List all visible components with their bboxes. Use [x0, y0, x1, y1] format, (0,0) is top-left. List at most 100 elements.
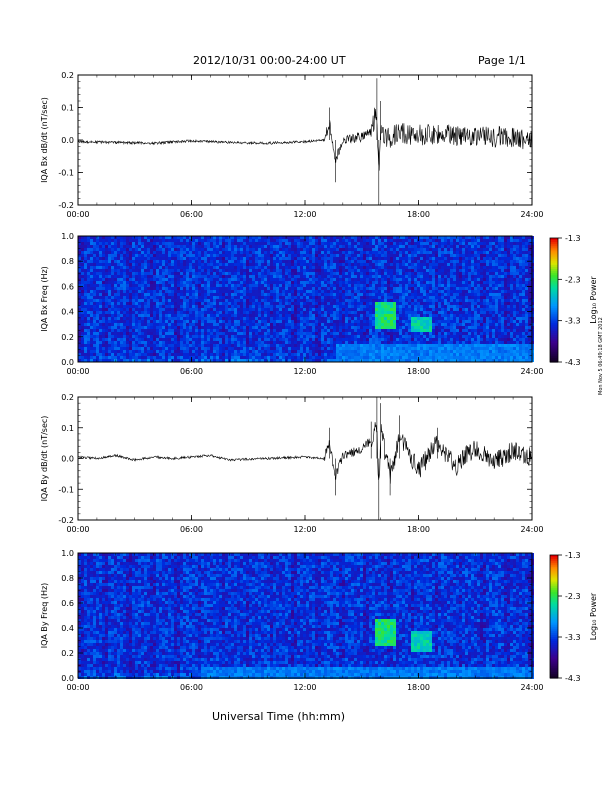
y-tick-label: 0.1: [61, 424, 74, 433]
colorbar-cell: [550, 661, 558, 665]
colorbar-by: [549, 554, 559, 679]
colorbar-cell: [550, 587, 558, 591]
colorbar-cell: [550, 591, 558, 595]
colorbar-cell: [550, 651, 558, 654]
colorbar-cell: [550, 641, 558, 644]
colorbar-cell: [550, 287, 558, 291]
colorbar-cell: [550, 279, 558, 282]
colorbar-cell: [550, 561, 558, 564]
colorbar-cell: [550, 567, 558, 570]
colorbar-cell: [550, 316, 558, 320]
colorbar-cell: [550, 295, 558, 299]
colorbar-cell: [550, 246, 558, 249]
colorbar-cell: [550, 663, 558, 667]
colorbar-cell: [550, 598, 558, 601]
x-tick-label: 18:00: [407, 367, 430, 376]
colorbar-cell: [550, 569, 558, 572]
colorbar-cell: [550, 596, 558, 599]
colorbar-cell: [550, 308, 558, 311]
trace-bx: [77, 78, 533, 205]
colorbar-cell: [550, 258, 558, 262]
colorbar-cell: [550, 351, 558, 355]
colorbar-cell: [550, 355, 558, 359]
colorbar-cell: [550, 589, 558, 593]
colorbar-cell: [550, 637, 558, 640]
colorbar-cell: [550, 647, 558, 650]
colorbar-cell: [550, 645, 558, 648]
colorbar-cell: [550, 343, 558, 347]
colorbar-cell: [550, 624, 558, 628]
colorbar-tick-label: -3.3: [565, 633, 581, 642]
colorbar-cell: [550, 314, 558, 318]
colorbar-cell: [550, 273, 558, 276]
colorbar-cell: [550, 634, 558, 638]
colorbar-cell: [550, 602, 558, 605]
colorbar-cell: [550, 262, 558, 266]
colorbar-cell: [550, 649, 558, 652]
colorbar-cell: [550, 581, 558, 585]
colorbar-cell: [550, 671, 558, 675]
colorbar-cell: [550, 673, 558, 677]
colorbar-cell: [550, 326, 558, 330]
colorbar-cell: [550, 579, 558, 583]
colorbar-cell: [550, 260, 558, 264]
x-tick-label: 12:00: [293, 367, 316, 376]
colorbar-cell: [550, 266, 558, 270]
colorbar-cell: [550, 335, 558, 338]
colorbar-cell: [550, 240, 558, 243]
colorbar-cell: [550, 573, 558, 577]
colorbar-cell: [550, 559, 558, 562]
x-tick-label: 00:00: [66, 683, 89, 692]
colorbar-tick-label: -1.3: [565, 551, 581, 560]
colorbar-cell: [550, 614, 558, 618]
x-axis-label: Universal Time (hh:mm): [212, 710, 345, 723]
spectrogram-bx: [78, 236, 534, 362]
colorbar-cell: [550, 563, 558, 566]
colorbar-cell: [550, 667, 558, 671]
colorbar-cell: [550, 304, 558, 307]
x-tick-label: 12:00: [293, 683, 316, 692]
y-tick-label: 0.6: [61, 282, 74, 291]
colorbar-label: Log₁₀ Power: [589, 276, 598, 324]
y-tick-label: 1.0: [61, 549, 74, 558]
colorbar-cell: [550, 333, 558, 336]
x-tick-label: 12:00: [293, 210, 316, 219]
y-axis-label: IQA Bx dB/dt (nT/sec): [40, 97, 49, 183]
colorbar-cell: [550, 310, 558, 313]
colorbar-cell: [550, 269, 558, 272]
colorbar-cell: [550, 312, 558, 316]
colorbar-cell: [550, 620, 558, 624]
x-tick-label: 00:00: [66, 210, 89, 219]
colorbar-cell: [550, 643, 558, 646]
y-tick-label: 0.4: [61, 624, 74, 633]
colorbar-tick-label: -2.3: [565, 592, 581, 601]
y-tick-label: -0.2: [58, 201, 74, 210]
y-axis-label: IQA Bx Freq (Hz): [40, 266, 49, 332]
colorbar-cell: [550, 353, 558, 357]
colorbar-cell: [550, 616, 558, 620]
x-tick-label: 06:00: [180, 525, 203, 534]
colorbar-cell: [550, 628, 558, 632]
y-tick-label: 0.0: [61, 455, 74, 464]
colorbar-cell: [550, 604, 558, 607]
colorbar-cell: [550, 256, 558, 260]
colorbar-cell: [550, 557, 558, 560]
colorbar-cell: [550, 345, 558, 349]
x-tick-label: 18:00: [407, 525, 430, 534]
x-tick-label: 24:00: [520, 525, 543, 534]
colorbar-cell: [550, 632, 558, 636]
colorbar-cell: [550, 571, 558, 575]
colorbar-cell: [550, 324, 558, 328]
colorbar-cell: [550, 281, 558, 285]
colorbar-cell: [550, 300, 558, 303]
colorbar-cell: [550, 575, 558, 579]
x-tick-label: 18:00: [407, 210, 430, 219]
colorbar-cell: [550, 657, 558, 661]
colorbar-cell: [550, 593, 558, 597]
spectrogram-by: [78, 553, 534, 679]
colorbar-cell: [550, 653, 558, 657]
colorbar-cell: [550, 331, 558, 334]
colorbar-cell: [550, 669, 558, 673]
colorbar-cell: [550, 626, 558, 630]
